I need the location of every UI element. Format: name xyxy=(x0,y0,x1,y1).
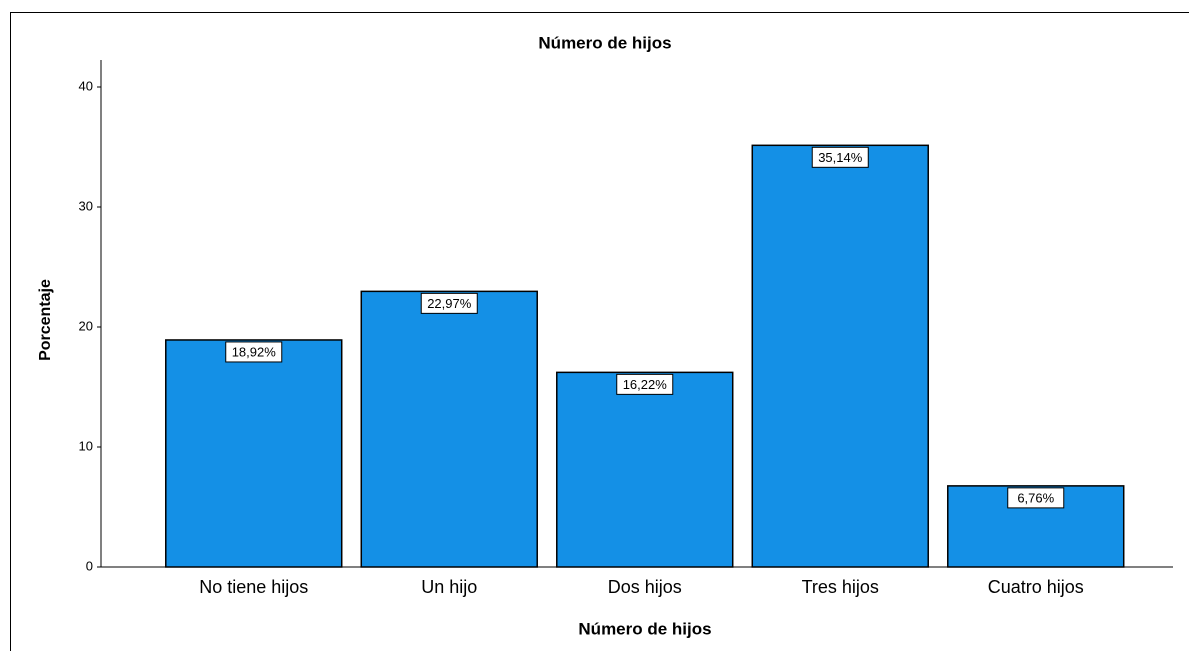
x-tick-label: No tiene hijos xyxy=(199,577,308,597)
value-label-box xyxy=(225,341,283,363)
x-tick-label: Dos hijos xyxy=(608,577,682,597)
value-label: 6,76% xyxy=(1017,490,1054,505)
y-tick-label: 40 xyxy=(79,78,93,93)
y-tick-label: 20 xyxy=(79,318,93,333)
x-tick-label: Un hijo xyxy=(421,577,477,597)
x-axis-label: Número de hijos xyxy=(578,619,711,638)
bar xyxy=(751,144,929,568)
value-label-box xyxy=(420,292,478,314)
chart-title: Número de hijos xyxy=(538,33,671,52)
y-tick-label: 30 xyxy=(79,198,93,213)
value-label: 18,92% xyxy=(232,344,277,359)
x-tick-label: Tres hijos xyxy=(802,577,879,597)
bar xyxy=(556,371,734,568)
x-tick-label: Cuatro hijos xyxy=(988,577,1084,597)
bar xyxy=(360,290,538,568)
value-label: 35,14% xyxy=(818,150,863,165)
value-label: 22,97% xyxy=(427,296,472,311)
y-axis-label: Porcentaje xyxy=(37,279,54,361)
value-label: 16,22% xyxy=(623,377,668,392)
y-tick-label: 10 xyxy=(79,438,93,453)
value-label-box xyxy=(616,373,674,395)
value-label-box xyxy=(811,146,869,168)
bar xyxy=(165,339,343,568)
value-label-box xyxy=(1007,487,1065,509)
y-tick-label: 0 xyxy=(86,558,93,573)
